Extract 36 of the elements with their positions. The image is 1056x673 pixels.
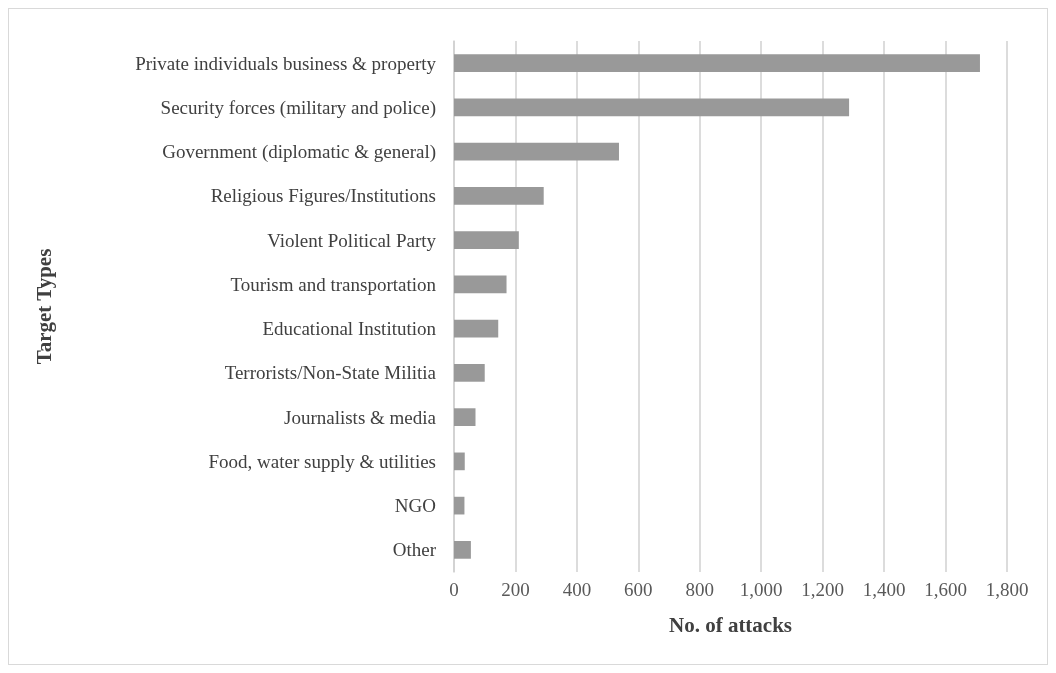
bar (454, 275, 507, 294)
x-tick-label: 600 (624, 579, 653, 600)
y-tick-label: Tourism and transportation (230, 273, 437, 295)
bar (454, 496, 465, 515)
bar (454, 452, 465, 471)
y-tick-label: Journalists & media (284, 406, 437, 428)
x-tick-label: 1,200 (801, 579, 845, 600)
y-tick-label: Educational Institution (262, 318, 437, 340)
y-axis-title: Target Types (31, 248, 56, 365)
x-tick-label: 200 (501, 579, 530, 600)
x-tick-label: 800 (685, 579, 715, 600)
bar (454, 364, 485, 382)
x-tick-label: 0 (449, 579, 459, 600)
bar (454, 541, 471, 559)
bar (454, 54, 980, 72)
y-tick-label: Security forces (military and police) (160, 96, 436, 119)
bar (454, 142, 619, 161)
bar (454, 187, 544, 205)
x-axis-title: No. of attacks (668, 612, 793, 637)
bar (454, 319, 499, 338)
y-tick-label: Government (diplomatic & general) (162, 141, 436, 164)
bar (454, 98, 850, 117)
y-tick-label: Food, water supply & utilities (208, 450, 436, 472)
x-tick-label: 1,800 (985, 579, 1029, 600)
y-tick-label: Terrorists/Non-State Militia (224, 362, 437, 384)
y-tick-label: Other (392, 539, 437, 561)
bar (454, 231, 519, 249)
x-tick-label: 1,000 (739, 579, 783, 600)
bar (454, 408, 476, 426)
y-tick-label: Religious Figures/Institutions (210, 185, 436, 207)
y-tick-label: Violent Political Party (267, 229, 437, 251)
x-tick-label: 1,600 (924, 579, 967, 600)
y-tick-label: Private individuals business & property (135, 52, 437, 74)
x-tick-label: 400 (562, 579, 592, 600)
x-tick-label: 1,400 (862, 579, 906, 600)
y-tick-label: NGO (394, 495, 436, 517)
